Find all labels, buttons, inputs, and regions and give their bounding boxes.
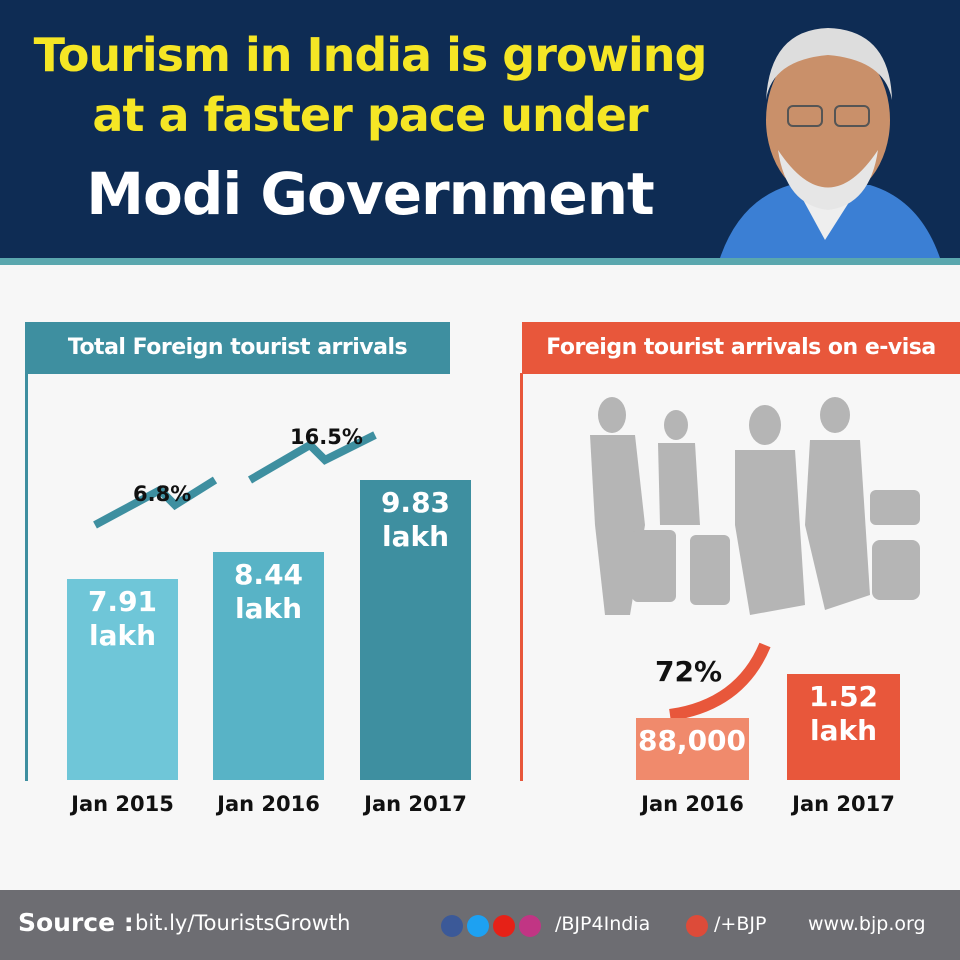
bar: 88,000 <box>636 718 749 780</box>
divider <box>0 258 960 265</box>
bar: 9.83 lakh <box>360 480 471 780</box>
value-label: 88,000 <box>637 724 747 758</box>
value-label: 8.44 lakh <box>233 557 304 625</box>
x-tick-label: Jan 2016 <box>217 792 320 816</box>
bar: 7.91 lakh <box>67 578 178 780</box>
header: Tourism in India is growing at a faster … <box>0 0 960 258</box>
decoration <box>25 373 920 781</box>
portrait <box>720 28 940 258</box>
annotation: 6.8% <box>133 482 192 506</box>
chart-title: Foreign tourist arrivals on e-visa <box>522 322 960 374</box>
bar: 8.44 lakh <box>213 551 324 780</box>
x-tick-label: Jan 2017 <box>364 792 467 816</box>
chart-title: Total Foreign tourist arrivals <box>25 322 450 374</box>
gplus-icon <box>686 915 708 937</box>
value-label: 9.83 lakh <box>380 486 451 554</box>
x-tick-label: Jan 2017 <box>792 792 895 816</box>
footer: Source : bit.ly/TouristsGrowth /BJP4Indi… <box>0 890 960 960</box>
x-tick-label: Jan 2015 <box>71 792 174 816</box>
social-icons <box>441 915 541 937</box>
annotation: 72% <box>655 655 723 688</box>
x-tick-label: Jan 2016 <box>641 792 744 816</box>
website[interactable]: www.bjp.org <box>808 913 926 935</box>
gplus[interactable]: /+BJP <box>714 913 767 935</box>
source-url[interactable]: bit.ly/TouristsGrowth <box>135 911 351 935</box>
value-label: 1.52 lakh <box>808 679 879 747</box>
headline: Tourism in India is growing <box>33 28 708 82</box>
source-label: Source : <box>18 908 134 937</box>
bar: 1.52 lakh <box>787 673 900 780</box>
headline: Modi Government <box>86 160 654 228</box>
value-label: 7.91 lakh <box>87 584 158 652</box>
handle[interactable]: /BJP4India <box>555 913 651 935</box>
headline: at a faster pace under <box>92 88 648 142</box>
annotation: 16.5% <box>290 425 363 449</box>
